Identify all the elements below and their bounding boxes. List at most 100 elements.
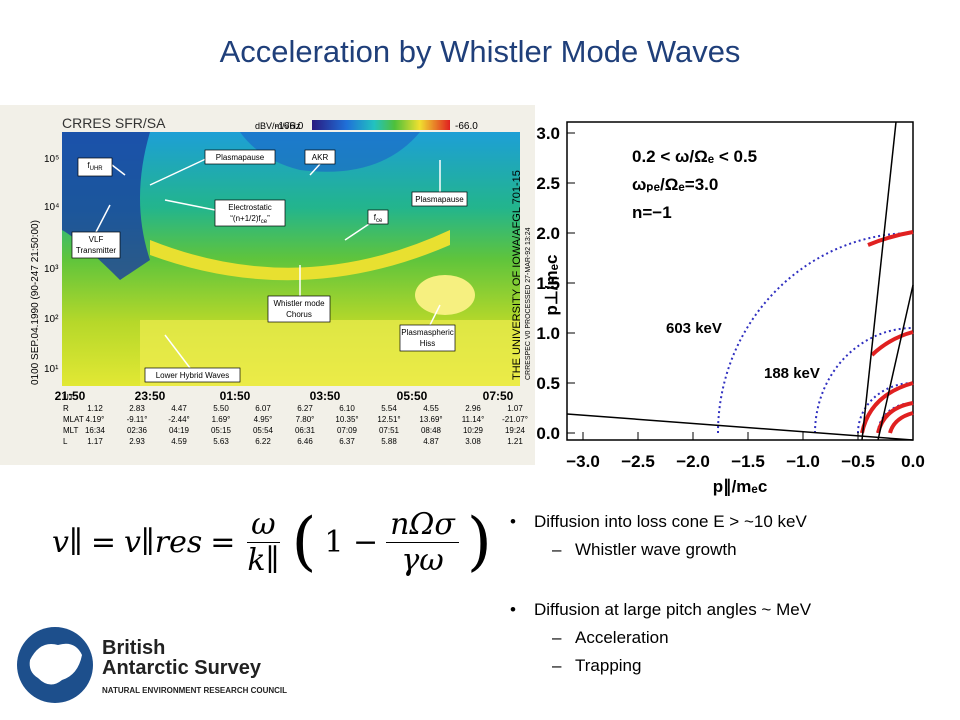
annotation-text: Plasmapause [216,153,265,162]
red-arc [876,401,914,434]
annotation-box [77,157,113,177]
table-cell: 02:36 [127,426,148,435]
table-cell: 4.87 [423,437,439,446]
ut-label: 03:50 [310,389,341,403]
ut-label: 05:50 [397,389,428,403]
colorbar-unit: dBV/m/√Hz [255,121,301,131]
x-tick-label: −2.5 [621,452,655,471]
logo-text: Antarctic Survey [102,657,262,679]
annotation-text-part: Plasmapause [216,153,265,162]
annotation-box [304,149,336,165]
annotation-text-part: “(n+1/2)f [230,214,261,223]
annotation-box [204,149,276,165]
table-cell: 6.10 [339,404,355,413]
x-tick-label: −0.5 [841,452,875,471]
annotation-text: Plasmapause [415,195,464,204]
colorbar [312,120,450,130]
bullet-text: Diffusion at large pitch angles ~ MeV [510,600,811,620]
y-tick-label: 10⁵ [44,154,59,165]
plot [566,121,914,441]
annotation-text-part: ” [267,214,270,223]
annotation-text: Chorus [286,310,312,319]
left-caption: 0100 SEP.04.1990 (90-247 21:50:00) [30,220,41,385]
annotation-box [144,367,241,383]
table-cell: 1.12 [87,404,103,413]
table-cell: -2.44° [168,415,189,424]
table-row-label: MLT [63,426,79,435]
table-cell: 2.96 [465,404,481,413]
annotation-text: fce [374,213,383,224]
annotation-text-part: Transmitter [76,246,116,255]
table-cell: 05:54 [253,426,274,435]
curve-label: 188 keV [764,365,820,382]
numerator: ω [247,507,280,543]
table-cell: 4.19° [86,415,105,424]
y-tick-label: 2.5 [536,174,560,193]
logo-text: British [102,637,165,659]
table-cell: 4.55 [423,404,439,413]
annotation-text: “(n+1/2)fce” [230,214,270,225]
annotation-text-part: UHR [90,166,104,172]
table-cell: 6.07 [255,404,271,413]
table-cell: 6.27 [297,404,313,413]
sub-list: Acceleration Trapping [510,628,811,676]
y-tick-label: 0.5 [536,374,560,393]
bullet-text: Diffusion into loss cone E > ~10 keV [510,512,811,532]
y-axis-label: p⊥/mₑc [542,255,561,316]
colorbar-min: -166.0 [275,121,304,132]
table-row-label: UT [63,393,74,402]
table-cell: 05:15 [211,426,232,435]
annotation-text-part: Whistler mode [273,299,325,308]
logo-text: NATURAL ENVIRONMENT RESEARCH COUNCIL [102,686,287,695]
y-tick-label: 10⁴ [44,202,59,213]
table-cell: 2.93 [129,437,145,446]
eq-term: v∥ [52,524,83,560]
plot-annotation: ωₚₑ/Ωₑ=3.0 [632,175,718,194]
table-cell: 13.69° [419,415,442,424]
table-cell: 16:34 [85,426,106,435]
table-cell: 7.80° [296,415,315,424]
annotation-text-part: VLF [89,235,104,244]
sub-bullet: Whistler wave growth [510,540,811,560]
annotation-text-part: ce [376,218,383,224]
table-cell: 4.95° [254,415,273,424]
table-cell: 1.21 [507,437,523,446]
y-tick-label: 10¹ [44,364,59,375]
annotation-text-part: AKR [312,153,329,162]
ut-label: 07:50 [483,389,514,403]
table-cell: 10:29 [463,426,484,435]
eq-sign: = [210,524,236,560]
ut-label: 01:50 [220,389,251,403]
y-tick-label: 10³ [44,264,59,275]
annotation-text-part: f [374,213,377,222]
fraction: ω k∥ [243,507,283,578]
annotation-text: fUHR [87,161,103,172]
sub-bullet: Acceleration [510,628,811,648]
table-cell: 2.83 [129,404,145,413]
x-tick-label: 0.0 [901,452,925,471]
annotation-box [399,324,456,352]
table-cell: 06:31 [295,426,316,435]
annotation-box [214,199,286,227]
y-tick-label: 3.0 [536,124,560,143]
table-cell: 6.46 [297,437,313,446]
table-cell: 07:51 [379,426,400,435]
table-cell: 4.59 [171,437,187,446]
annotation-arrow [95,204,111,233]
annotation-text-part: f [87,161,90,170]
annotation-box [367,209,389,225]
annotation-arrow [164,199,216,211]
table-cell: 6.22 [255,437,271,446]
table-cell: 5.50 [213,404,229,413]
annotation-text-part: ce [261,219,268,225]
chorus-band [150,230,450,281]
eq-term: 1 − [324,524,379,560]
red-arc [867,230,914,247]
x-axis-label: p∥/mₑc [713,477,768,496]
table-cell: 6.37 [339,437,355,446]
sub-list: Whistler wave growth [510,540,811,560]
table-cell: 5.88 [381,437,397,446]
annotation-text-part: Electrostatic [228,203,272,212]
slide-title: Acceleration by Whistler Mode Waves [219,34,741,69]
